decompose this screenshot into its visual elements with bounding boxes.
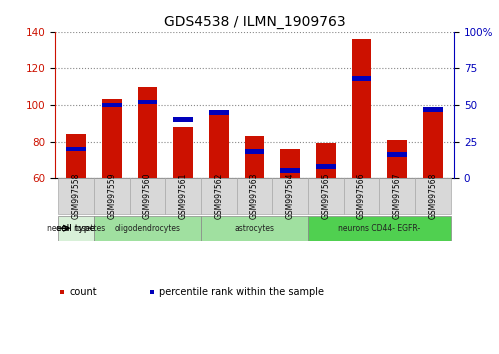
Bar bbox=[352, 76, 371, 81]
Bar bbox=[94, 178, 130, 215]
Bar bbox=[245, 149, 264, 154]
Bar bbox=[209, 110, 229, 115]
Text: GSM997562: GSM997562 bbox=[215, 172, 224, 219]
Text: GSM997563: GSM997563 bbox=[250, 172, 259, 219]
Bar bbox=[138, 87, 157, 178]
Text: GSM997560: GSM997560 bbox=[143, 172, 152, 219]
Bar bbox=[237, 178, 272, 215]
Bar bbox=[165, 178, 201, 215]
Bar bbox=[272, 178, 308, 215]
Bar bbox=[94, 216, 201, 241]
Text: GSM997564: GSM997564 bbox=[285, 172, 294, 219]
Text: GSM997567: GSM997567 bbox=[393, 172, 402, 219]
Text: GSM997558: GSM997558 bbox=[72, 172, 81, 219]
Bar bbox=[423, 110, 443, 178]
Bar bbox=[66, 134, 86, 178]
Text: cell type: cell type bbox=[55, 224, 95, 233]
Text: neurons CD44- EGFR-: neurons CD44- EGFR- bbox=[338, 224, 420, 233]
Bar bbox=[174, 117, 193, 122]
Bar bbox=[201, 178, 237, 215]
Bar bbox=[245, 136, 264, 178]
Bar bbox=[209, 114, 229, 178]
Text: count: count bbox=[69, 287, 97, 297]
Bar bbox=[174, 127, 193, 178]
Bar bbox=[308, 178, 344, 215]
Bar bbox=[316, 164, 335, 169]
Text: GSM997561: GSM997561 bbox=[179, 172, 188, 219]
Text: neural rosettes: neural rosettes bbox=[47, 224, 105, 233]
Text: astrocytes: astrocytes bbox=[235, 224, 274, 233]
Bar bbox=[415, 178, 451, 215]
Bar bbox=[352, 39, 371, 178]
Bar bbox=[201, 216, 308, 241]
Bar bbox=[379, 178, 415, 215]
Bar bbox=[423, 107, 443, 112]
Bar bbox=[130, 178, 165, 215]
Bar bbox=[344, 178, 379, 215]
Text: oligodendrocytes: oligodendrocytes bbox=[115, 224, 181, 233]
Bar bbox=[102, 103, 122, 107]
Text: GSM997565: GSM997565 bbox=[321, 172, 330, 219]
Bar bbox=[280, 149, 300, 178]
Bar bbox=[138, 100, 157, 104]
Bar bbox=[102, 99, 122, 178]
Text: GSM997559: GSM997559 bbox=[107, 172, 116, 219]
Text: percentile rank within the sample: percentile rank within the sample bbox=[159, 287, 324, 297]
Bar bbox=[280, 169, 300, 173]
Bar bbox=[58, 178, 94, 215]
Title: GDS4538 / ILMN_1909763: GDS4538 / ILMN_1909763 bbox=[164, 16, 345, 29]
Bar bbox=[316, 143, 335, 178]
Bar bbox=[387, 152, 407, 157]
Bar bbox=[387, 140, 407, 178]
Bar bbox=[66, 147, 86, 151]
Text: GSM997568: GSM997568 bbox=[428, 172, 437, 219]
Bar bbox=[58, 216, 94, 241]
Text: GSM997566: GSM997566 bbox=[357, 172, 366, 219]
Bar bbox=[308, 216, 451, 241]
